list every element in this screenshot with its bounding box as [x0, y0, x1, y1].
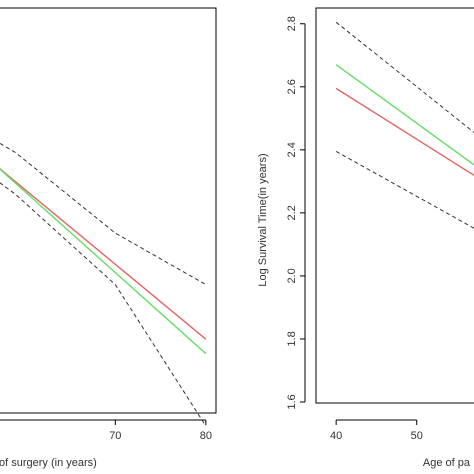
left-series-lines — [0, 142, 207, 427]
x-tick-label: 70 — [109, 430, 121, 442]
x-tick-label: 80 — [200, 430, 212, 442]
y-tick-label: 1.8 — [286, 331, 298, 346]
left-x-axis: 70 80 — [0, 419, 212, 442]
right-plot-frame — [315, 7, 474, 404]
x-tick-label: 50 — [411, 430, 423, 442]
left-chart: 70 80 of surgery (in years) — [0, 7, 217, 469]
right-x-axis-title: Age of pa — [423, 457, 471, 469]
confidence-band-line-2 — [0, 142, 207, 286]
right-chart: 1.6 1.8 2.0 2.2 2.4 2.6 2.8 40 50 Log Survival … — [257, 7, 474, 469]
confidence-band-line-3 — [0, 182, 207, 427]
x-tick-label: 40 — [330, 430, 342, 442]
fitted-line-1 — [0, 168, 207, 355]
fitted-line-1 — [335, 87, 474, 177]
y-tick-label: 2.4 — [286, 142, 298, 157]
right-x-axis: 40 50 — [330, 419, 423, 442]
confidence-band-line-2 — [335, 21, 474, 134]
left-plot-frame — [0, 7, 217, 414]
fitted-line-0 — [0, 168, 207, 340]
y-tick-label: 1.6 — [286, 394, 298, 409]
right-y-axis-title: Log Survival Time(in years) — [257, 153, 269, 286]
y-tick-label: 2.6 — [286, 79, 298, 94]
left-x-axis-title: of surgery (in years) — [0, 457, 97, 469]
right-series-lines — [335, 21, 474, 229]
right-y-axis: 1.6 1.8 2.0 2.2 2.4 2.6 2.8 — [286, 16, 306, 410]
y-tick-label: 2.8 — [286, 16, 298, 31]
confidence-band-line-3 — [335, 150, 474, 229]
y-tick-label: 2.0 — [286, 268, 298, 283]
y-tick-label: 2.2 — [286, 205, 298, 220]
fitted-line-0 — [335, 64, 474, 166]
